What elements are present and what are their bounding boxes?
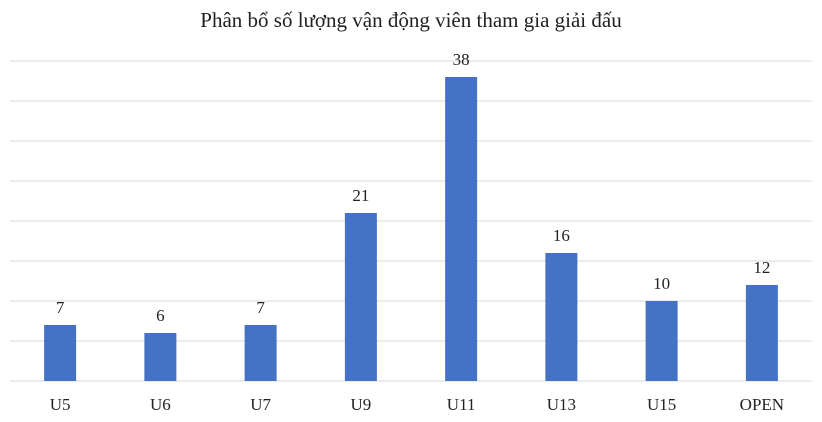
data-label: 10 xyxy=(653,274,670,293)
data-label: 21 xyxy=(352,186,369,205)
bar xyxy=(244,325,277,381)
chart-title: Phân bổ số lượng vận động viên tham gia … xyxy=(200,8,622,32)
data-label: 12 xyxy=(753,258,770,277)
x-tick-label: U5 xyxy=(50,395,71,414)
bar xyxy=(545,253,578,381)
data-label: 38 xyxy=(453,50,470,69)
bar xyxy=(745,285,778,381)
bar xyxy=(645,301,678,381)
bar xyxy=(44,325,77,381)
x-tick-label: U6 xyxy=(150,395,171,414)
x-tick-label: U11 xyxy=(447,395,476,414)
bar xyxy=(344,213,377,381)
bar xyxy=(445,77,478,381)
data-label: 16 xyxy=(553,226,570,245)
data-label: 7 xyxy=(56,298,65,317)
data-label: 7 xyxy=(256,298,265,317)
data-label: 6 xyxy=(156,306,165,325)
x-tick-label: U9 xyxy=(350,395,371,414)
x-tick-label: U15 xyxy=(647,395,676,414)
x-tick-label: U13 xyxy=(547,395,576,414)
x-tick-label: U7 xyxy=(250,395,271,414)
x-tick-label: OPEN xyxy=(740,395,784,414)
bar xyxy=(144,333,177,381)
